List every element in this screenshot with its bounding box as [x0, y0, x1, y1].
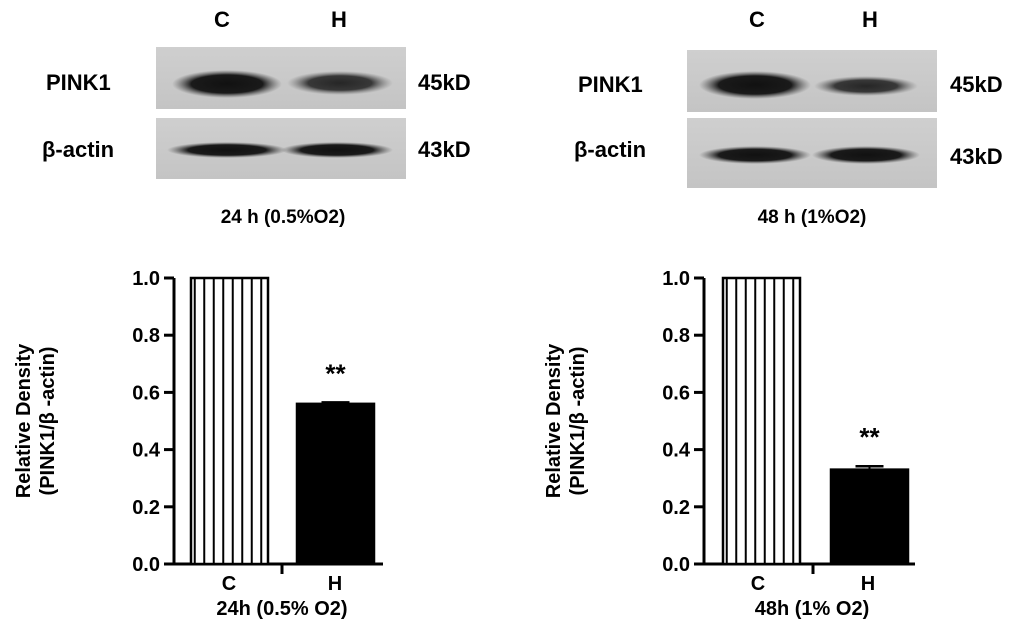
beta-actin-size-label: 43kD [418, 137, 471, 162]
blot-label-pink1: PINK1 [46, 70, 111, 95]
x-category-label: H [861, 573, 875, 595]
y-axis-label: Relative Density (PINK1/β -actin) [13, 343, 59, 498]
bar-chart-24h: 0.0 0.2 0.4 0.6 0.8 1.0 C ** H Relative Density (P… [13, 268, 383, 620]
y-axis-label-line2: (PINK1/β -actin) [567, 347, 589, 496]
x-category-label: H [328, 573, 342, 595]
x-category-label: C [751, 573, 765, 595]
pink1-size-label: 45kD [950, 72, 1003, 97]
blot-condition-label: 48 h (1%O2) [758, 207, 867, 228]
x-category-label: C [222, 573, 236, 595]
blot-panel-1: C H PINK1 45kD β-actin 43kD 24 h (0.5%O2… [42, 7, 471, 228]
bar-c [189, 276, 270, 566]
y-tick-label: 0.0 [132, 554, 160, 576]
blot-condition-label: 24 h (0.5%O2) [221, 207, 346, 228]
pink1-band-c [172, 70, 282, 98]
beta-actin-size-label: 43kD [950, 144, 1003, 169]
lane-label-c: C [214, 7, 230, 32]
x-axis-title: 24h (0.5% O2) [216, 598, 347, 620]
x-axis-title: 48h (1% O2) [755, 598, 869, 620]
bar-c [721, 276, 802, 566]
lane-label-h: H [331, 7, 347, 32]
lane-label-h: H [862, 7, 878, 32]
y-tick-label: 1.0 [662, 268, 690, 290]
beta-actin-band-c [699, 146, 811, 164]
beta-actin-band-h [812, 146, 920, 164]
bar-chart-48h: 0.0 0.2 0.4 0.6 0.8 1.0 C ** H Relative Density (P… [543, 268, 915, 620]
pink1-size-label: 45kD [418, 70, 471, 95]
y-tick-label: 0.4 [132, 440, 161, 462]
lane-label-c: C [749, 7, 765, 32]
pink1-band-h [814, 76, 918, 96]
y-tick-label: 0.6 [662, 382, 690, 404]
y-axis-label-line1: Relative Density [543, 343, 565, 498]
blot-label-beta-actin: β-actin [42, 137, 114, 162]
y-tick-label: 0.8 [132, 325, 160, 347]
significance-marker: ** [859, 422, 880, 452]
y-tick-label: 0.2 [132, 497, 160, 519]
y-tick-label: 0.6 [132, 382, 160, 404]
beta-actin-band-h [281, 142, 393, 158]
pink1-band-h [287, 71, 393, 95]
bar-h [829, 468, 910, 566]
y-tick-label: 0.4 [662, 440, 691, 462]
significance-marker: ** [325, 358, 346, 388]
blot-label-pink1: PINK1 [578, 72, 643, 97]
blot-panel-2: C H PINK1 45kD β-actin 43kD 48 h (1%O2) [574, 7, 1003, 228]
beta-actin-band-c [167, 142, 287, 158]
y-axis-label-line2: (PINK1/β -actin) [37, 347, 59, 496]
pink1-band-c [699, 71, 811, 99]
bar-h [295, 402, 376, 566]
y-tick-label: 1.0 [132, 268, 160, 290]
y-tick-label: 0.2 [662, 497, 690, 519]
y-axis-label: Relative Density (PINK1/β -actin) [543, 343, 589, 498]
y-axis-label-line1: Relative Density [13, 343, 35, 498]
y-tick-label: 0.0 [662, 554, 690, 576]
blot-label-beta-actin: β-actin [574, 137, 646, 162]
y-tick-label: 0.8 [662, 325, 690, 347]
